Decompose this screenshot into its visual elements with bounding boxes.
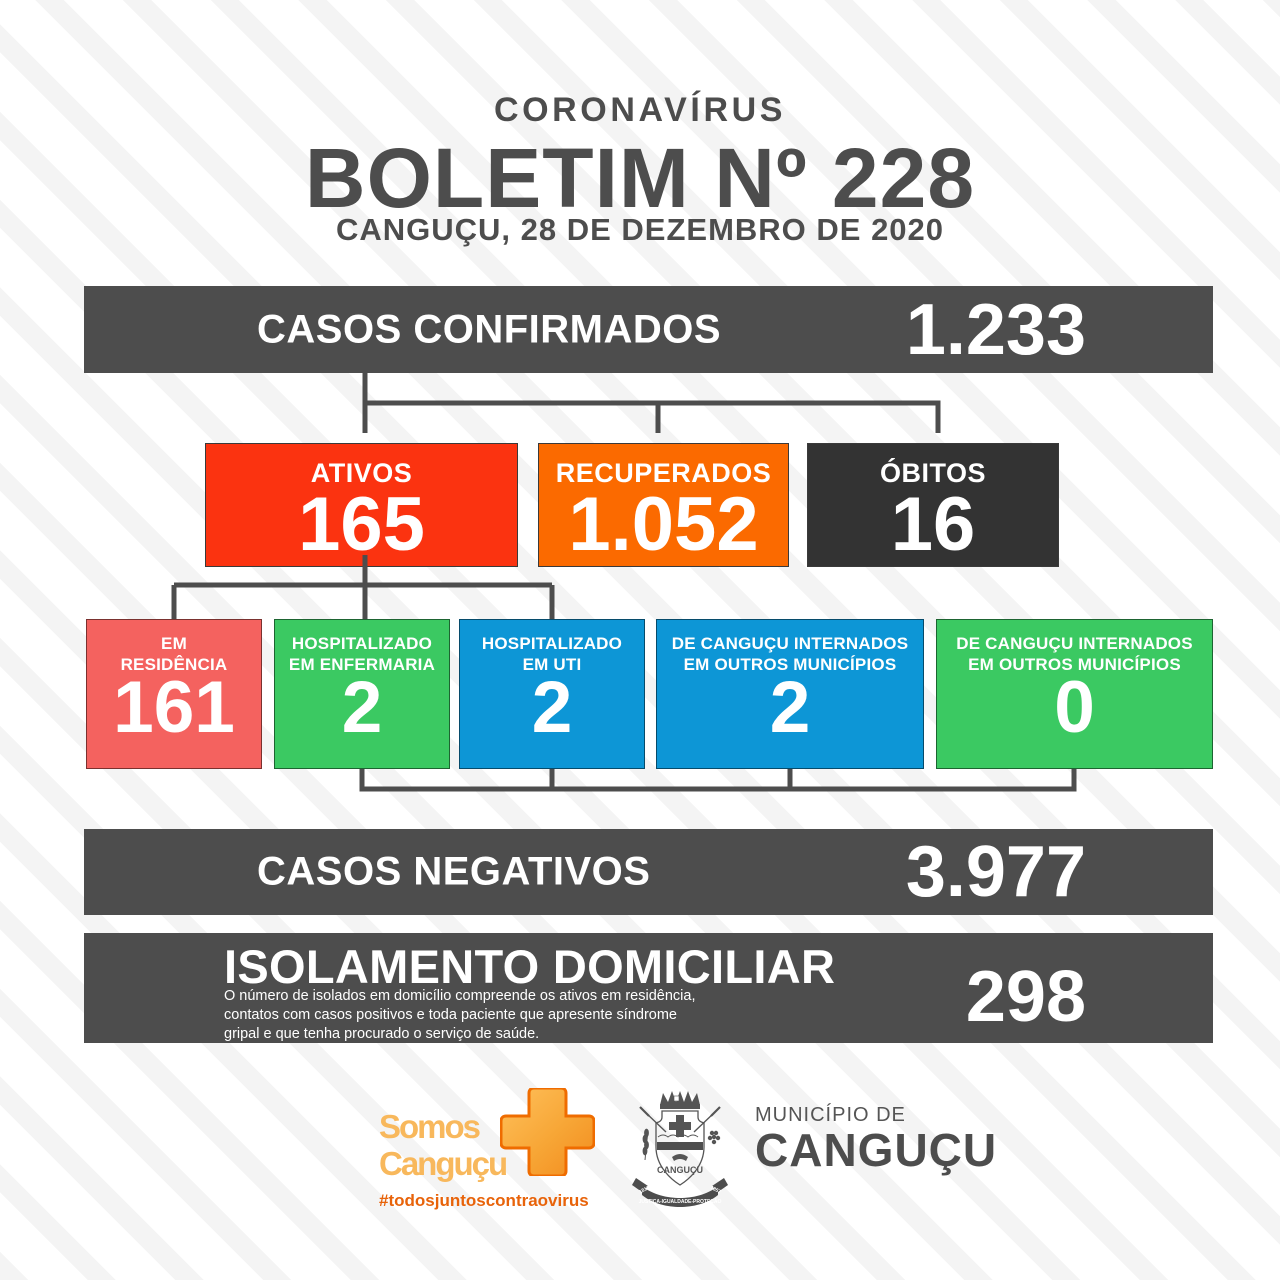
svg-text:CANGUÇU: CANGUÇU xyxy=(657,1165,703,1175)
svg-text:JUSTIÇA-IGUALDADE-PROTEÇÃO: JUSTIÇA-IGUALDADE-PROTEÇÃO xyxy=(639,1198,722,1205)
